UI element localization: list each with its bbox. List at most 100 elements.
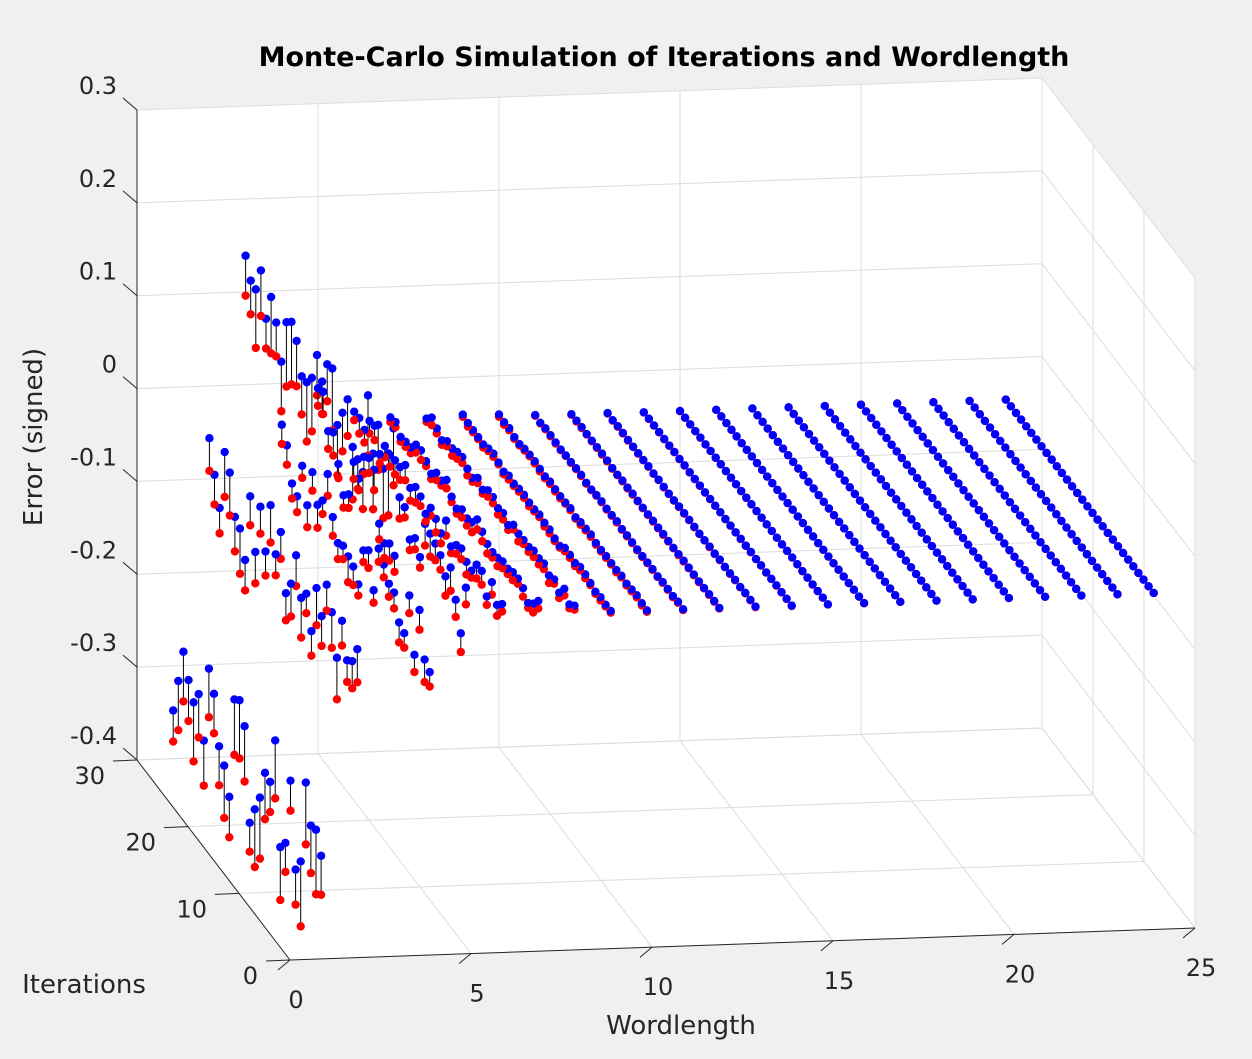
lower-marker: [179, 697, 188, 706]
upper-marker: [876, 475, 886, 484]
lower-marker: [286, 806, 295, 815]
upper-marker: [494, 458, 503, 467]
upper-marker: [241, 251, 250, 260]
upper-marker: [659, 482, 668, 491]
lower-marker: [329, 451, 338, 460]
upper-marker: [927, 541, 937, 551]
upper-marker: [679, 508, 689, 518]
lower-marker: [334, 473, 343, 483]
upper-marker: [695, 481, 705, 490]
upper-marker: [612, 565, 621, 575]
lower-marker: [220, 813, 229, 823]
lower-marker: [209, 729, 219, 738]
upper-marker: [458, 410, 467, 419]
lower-marker: [256, 311, 266, 321]
upper-marker: [597, 449, 607, 458]
upper-marker: [777, 540, 787, 549]
upper-marker: [266, 292, 276, 302]
upper-marker: [938, 459, 948, 468]
upper-marker: [690, 522, 699, 531]
z-tick-mark: [122, 283, 138, 297]
upper-marker: [763, 424, 772, 433]
upper-marker: [898, 405, 907, 415]
upper-marker: [984, 567, 993, 576]
upper-marker: [835, 421, 845, 431]
lower-marker: [395, 514, 404, 523]
lower-marker: [446, 549, 456, 558]
upper-marker: [949, 424, 958, 434]
upper-marker: [820, 449, 829, 459]
grid-line: [317, 753, 472, 954]
lower-marker: [390, 470, 400, 479]
lower-marker: [214, 781, 224, 790]
upper-marker: [748, 404, 757, 413]
upper-marker: [654, 427, 664, 437]
upper-marker: [794, 464, 803, 473]
lower-marker: [462, 521, 472, 530]
upper-marker: [887, 440, 896, 449]
z-tick-label: -0.1: [70, 443, 117, 471]
upper-marker: [834, 565, 843, 574]
grid-line: [860, 734, 1015, 935]
lower-marker: [266, 538, 275, 547]
upper-marker: [854, 592, 864, 601]
upper-marker: [551, 438, 560, 447]
lower-marker: [339, 503, 348, 512]
upper-marker: [691, 426, 700, 436]
upper-marker: [793, 560, 802, 569]
x-tick-label: 20: [1005, 960, 1036, 988]
upper-marker: [1062, 523, 1071, 532]
upper-marker: [478, 485, 487, 494]
upper-marker: [711, 453, 720, 462]
upper-marker: [664, 536, 673, 546]
upper-marker: [628, 489, 637, 498]
upper-marker: [1020, 565, 1029, 575]
upper-marker: [892, 495, 901, 504]
upper-marker: [990, 477, 999, 487]
z-tick-mark: [122, 376, 138, 389]
upper-marker: [380, 441, 389, 451]
upper-marker: [778, 492, 787, 501]
upper-marker: [995, 484, 1004, 494]
upper-marker: [1005, 497, 1015, 507]
grid-line: [136, 170, 1043, 204]
upper-marker: [246, 276, 255, 285]
lower-marker: [205, 466, 214, 476]
upper-marker: [303, 501, 312, 510]
upper-marker: [958, 533, 968, 543]
upper-marker: [1021, 470, 1030, 479]
upper-marker: [1062, 475, 1072, 484]
upper-marker: [342, 656, 352, 665]
upper-marker: [494, 410, 504, 419]
lower-marker: [277, 407, 286, 416]
upper-marker: [845, 530, 854, 540]
upper-marker: [939, 411, 948, 420]
upper-marker: [980, 464, 989, 474]
upper-marker: [870, 564, 879, 573]
lower-marker: [276, 895, 285, 905]
upper-marker: [644, 462, 653, 471]
upper-marker: [686, 420, 695, 429]
lower-marker: [251, 579, 260, 588]
upper-marker: [953, 527, 963, 536]
upper-marker: [1078, 495, 1087, 504]
upper-marker: [1046, 551, 1055, 560]
lower-marker: [306, 868, 316, 878]
upper-marker: [307, 627, 316, 636]
upper-marker: [772, 533, 782, 542]
upper-marker: [386, 413, 395, 422]
upper-marker: [906, 563, 916, 572]
lower-marker: [292, 507, 302, 517]
lower-marker: [297, 410, 306, 419]
upper-marker: [1149, 588, 1158, 598]
upper-marker: [979, 560, 988, 569]
y-tick-label: 10: [176, 895, 207, 923]
upper-marker: [871, 516, 880, 525]
upper-marker: [757, 465, 767, 475]
upper-marker: [349, 457, 358, 467]
upper-marker: [752, 506, 761, 516]
upper-marker: [375, 449, 384, 459]
upper-marker: [824, 552, 833, 561]
upper-marker: [612, 517, 621, 526]
upper-marker: [272, 318, 281, 327]
